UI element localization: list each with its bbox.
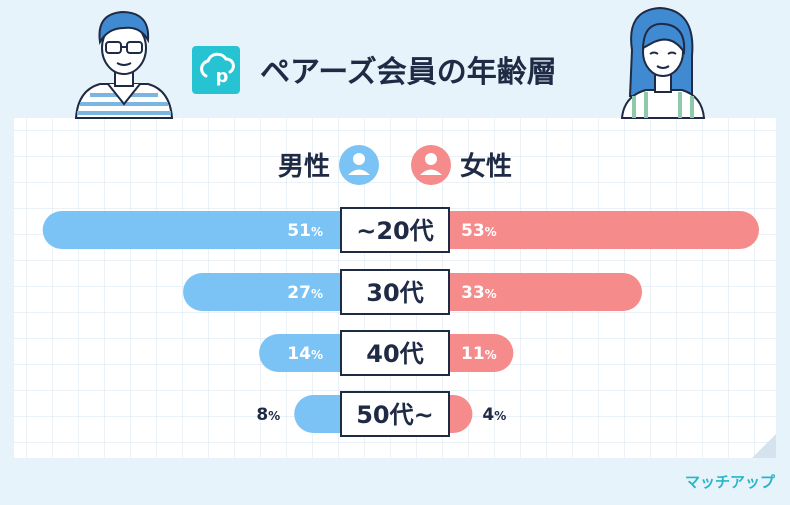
female-value-2: 11% — [461, 344, 497, 364]
age-box-0 — [340, 207, 450, 253]
age-box-3 — [340, 391, 450, 437]
man-illustration — [74, 10, 174, 119]
legend-female-label: 女性 — [460, 151, 512, 182]
bar-male-2 — [259, 334, 361, 372]
age-label-3: 50代~ — [356, 401, 434, 429]
chart-title: ペアーズ会員の年齢層 — [260, 55, 557, 90]
male-value-3: 8% — [256, 405, 280, 425]
bar-male-0 — [42, 211, 361, 249]
bar-female-1 — [429, 273, 643, 311]
age-label-1: 30代 — [366, 279, 423, 307]
bar-male-1 — [183, 273, 361, 311]
age-label-2: 40代 — [366, 340, 423, 368]
bar-female-2 — [429, 334, 514, 372]
female-person-icon — [411, 145, 451, 185]
page-curl — [752, 434, 776, 458]
male-value-0: 51% — [287, 221, 323, 241]
age-box-1 — [340, 269, 450, 315]
legend: 男性 女性 — [278, 145, 512, 185]
male-value-1: 27% — [287, 283, 323, 303]
male-person-icon — [339, 145, 379, 185]
watermark: マッチアップ — [685, 473, 776, 491]
woman-illustration — [620, 6, 706, 119]
bar-female-0 — [429, 211, 759, 249]
logo-letter: p — [216, 66, 229, 87]
pairs-logo-icon: p — [192, 46, 240, 94]
age-box-2 — [340, 330, 450, 376]
male-value-2: 14% — [287, 344, 323, 364]
female-value-0: 53% — [461, 221, 497, 241]
bars-layer: ~20代 51% 53% 30代 27% 33% 40代 14% 11% 50代~ 8% 4% — [42, 207, 759, 437]
female-value-1: 33% — [461, 283, 497, 303]
age-label-0: ~20代 — [356, 217, 434, 245]
female-value-3: 4% — [482, 405, 506, 425]
legend-male-label: 男性 — [278, 152, 330, 182]
